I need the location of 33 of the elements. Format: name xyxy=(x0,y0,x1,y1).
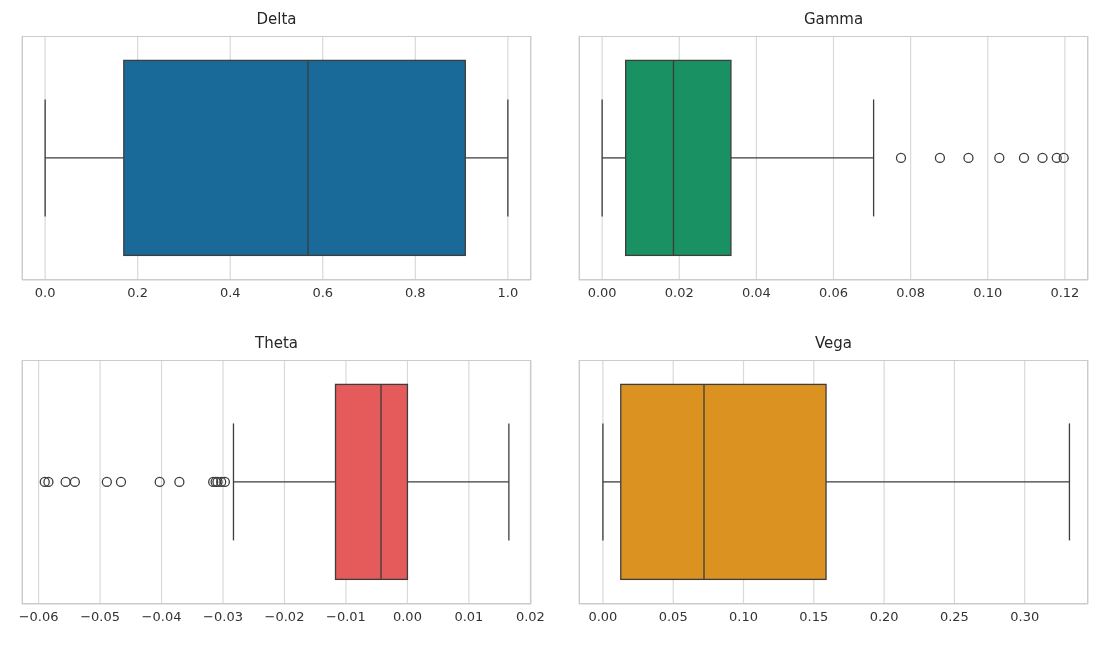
x-tick-label: 0.01 xyxy=(454,609,484,625)
chart-title: Vega xyxy=(813,333,853,354)
x-tick-label: 0.00 xyxy=(392,609,422,625)
x-tick-label: −0.04 xyxy=(141,609,182,625)
x-tick-label: −0.03 xyxy=(203,609,243,625)
x-tick-label: 1.0 xyxy=(497,285,519,301)
x-tick-label: 0.04 xyxy=(741,285,771,301)
x-tick-label: 0.10 xyxy=(973,285,1003,301)
x-tick-label: 0.10 xyxy=(729,609,758,625)
x-tick-label: −0.01 xyxy=(326,609,366,625)
x-tick-label: 0.20 xyxy=(869,609,899,625)
x-tick-label: 0.6 xyxy=(312,285,334,301)
x-tick-label: 0.00 xyxy=(587,285,617,301)
chart-title: Theta xyxy=(254,333,299,354)
x-tick-label: 0.05 xyxy=(658,609,688,625)
x-tick-label: 0.25 xyxy=(939,609,969,625)
chart-title: Delta xyxy=(255,9,298,30)
x-tick-label: 0.08 xyxy=(896,285,926,301)
x-tick-label: 0.8 xyxy=(404,285,426,301)
x-tick-label: 0.30 xyxy=(1010,609,1040,625)
chart-title: Gamma xyxy=(802,9,865,30)
x-tick-label: 0.02 xyxy=(664,285,694,301)
x-tick-label: −0.02 xyxy=(264,609,305,625)
x-tick-label: 0.15 xyxy=(799,609,829,625)
x-tick-label: −0.05 xyxy=(80,609,120,625)
x-tick-label: 0.00 xyxy=(588,609,618,625)
x-tick-label: 0.02 xyxy=(515,609,545,625)
x-tick-label: 0.06 xyxy=(819,285,848,301)
x-tick-label: 0.4 xyxy=(219,285,241,301)
x-tick-label: 0.2 xyxy=(127,285,149,301)
x-tick-label: 0.12 xyxy=(1050,285,1080,301)
x-tick-label: 0.0 xyxy=(34,285,56,301)
x-tick-label: −0.06 xyxy=(18,609,59,625)
